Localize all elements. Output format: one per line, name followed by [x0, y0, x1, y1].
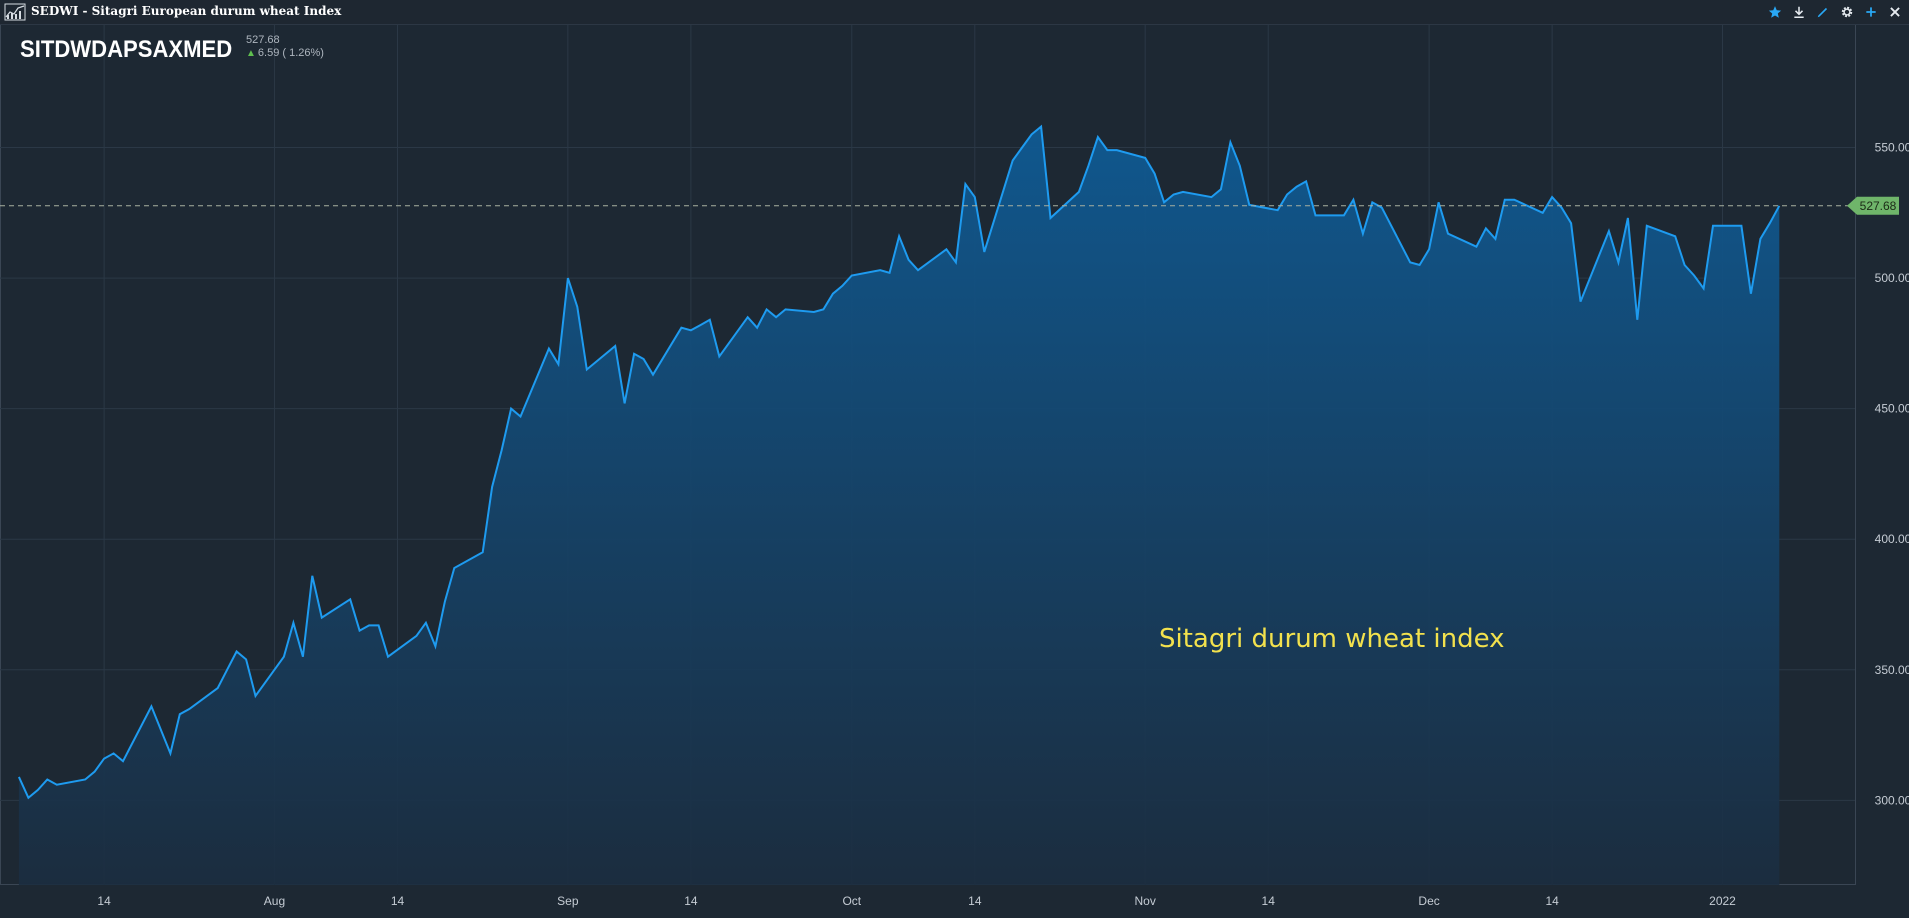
- y-tick-label: 550.00: [1875, 140, 1909, 154]
- y-tick-label: 450.00: [1875, 402, 1909, 416]
- y-tick-label: 300.00: [1875, 793, 1909, 807]
- x-tick-label: 2022: [1709, 894, 1736, 908]
- y-tick-label: 400.00: [1875, 532, 1909, 546]
- draw-button[interactable]: [1813, 2, 1833, 22]
- x-tick-label: Nov: [1135, 894, 1156, 908]
- last-price: 527.68: [246, 34, 280, 46]
- close-icon: [1890, 7, 1900, 17]
- gear-icon: [1841, 6, 1853, 18]
- toolbar: [1765, 2, 1905, 22]
- chart-annotation: Sitagri durum wheat index: [1159, 624, 1505, 654]
- symbol-label: SITDWDAPSAXMED: [20, 36, 233, 63]
- favorite-button[interactable]: [1765, 2, 1785, 22]
- download-icon: [1794, 6, 1804, 19]
- price-change-value: 6.59 ( 1.26%): [257, 47, 324, 59]
- series-area: [18, 126, 1780, 886]
- star-icon: [1768, 6, 1782, 18]
- window-title: SEDWI - Sitagri European durum wheat Ind…: [31, 4, 342, 18]
- axes: 300.00 350.00 400.00 450.00 500.00 550.00 14 Au…: [97, 140, 1909, 908]
- x-tick-label: Oct: [842, 894, 861, 908]
- add-button[interactable]: [1861, 2, 1881, 22]
- settings-button[interactable]: [1837, 2, 1857, 22]
- x-tick-label: Sep: [557, 894, 579, 908]
- y-tick-label: 350.00: [1875, 663, 1909, 677]
- y-tick-label: 500.00: [1875, 271, 1909, 285]
- download-button[interactable]: [1789, 2, 1809, 22]
- chart-icon: [4, 3, 26, 21]
- x-tick-label: 14: [391, 894, 405, 908]
- x-tick-label: 14: [684, 894, 698, 908]
- x-tick-label: Aug: [264, 894, 285, 908]
- x-tick-label: Dec: [1418, 894, 1439, 908]
- x-tick-label: 14: [1262, 894, 1276, 908]
- price-change: ▲ 6.59 ( 1.26%): [246, 47, 324, 59]
- series-line: [17, 124, 1781, 800]
- close-button[interactable]: [1885, 2, 1905, 22]
- pen-icon: [1817, 7, 1828, 18]
- up-arrow-icon: ▲: [246, 48, 256, 59]
- last-price-badge-shape: [1847, 196, 1899, 215]
- x-tick-label: 14: [1545, 894, 1559, 908]
- title-bar: SEDWI - Sitagri European durum wheat Ind…: [0, 0, 1909, 25]
- chart-area[interactable]: 300.00 350.00 400.00 450.00 500.00 550.00 14 Au…: [0, 25, 1909, 918]
- chart-svg[interactable]: 300.00 350.00 400.00 450.00 500.00 550.00 14 Au…: [0, 25, 1909, 918]
- x-tick-label: 14: [968, 894, 982, 908]
- last-price-badge: 527.68: [1847, 196, 1899, 215]
- x-tick-label: 14: [97, 894, 111, 908]
- plus-icon: [1866, 7, 1876, 17]
- last-price-badge-label: 527.68: [1860, 199, 1897, 213]
